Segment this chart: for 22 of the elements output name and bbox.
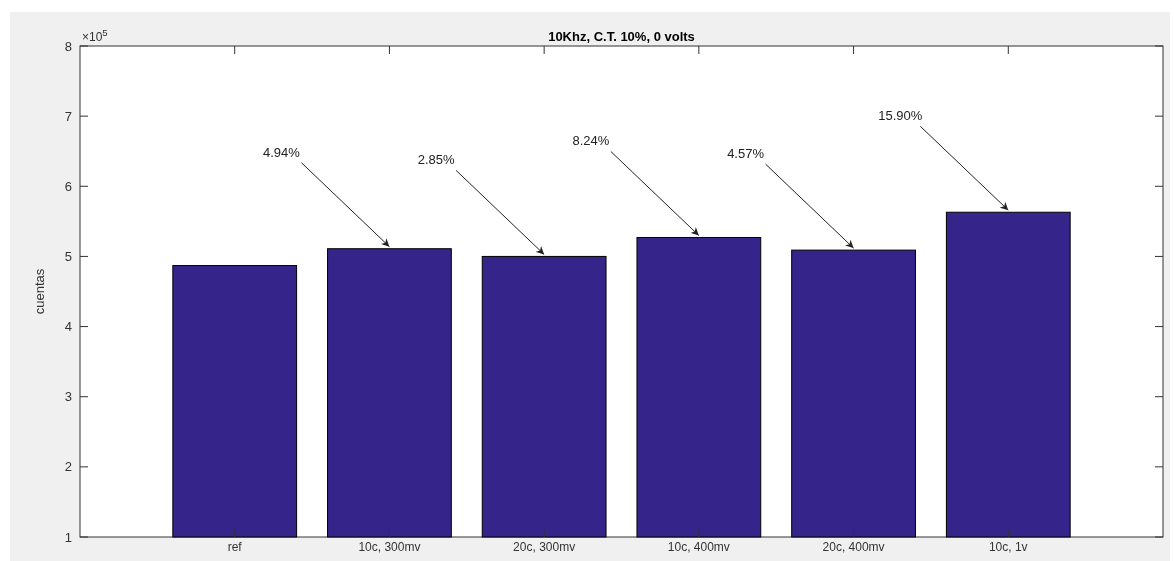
annotation: 8.24% (572, 133, 610, 149)
x-tick-label: 10c, 1v (988, 540, 1028, 554)
y-axis-title: cuentas (32, 268, 47, 315)
y-tick-label: 8 (64, 38, 72, 54)
y-tick-label: 4 (64, 319, 72, 335)
x-tick-label: 10c, 300mv (358, 540, 421, 554)
chart-title: 10Khz, C.T. 10%, 0 volts (548, 29, 695, 44)
text: ×10$^{5}$ (82, 26, 108, 44)
annotation: 4.94% (262, 144, 301, 160)
x-tick-label: 20c, 300mv (513, 540, 576, 554)
annotation: 15.90% (878, 108, 923, 124)
y-tick-label: 5 (64, 248, 72, 264)
y-tick-label: 6 (64, 178, 72, 194)
y-tick-label: 7 (64, 108, 72, 124)
x-tick-label: ref (227, 540, 243, 554)
annotation: 4.57% (727, 146, 765, 162)
y-tick-label: 1 (64, 529, 72, 545)
y-tick-label: 2 (64, 459, 72, 475)
y-tick-label: 3 (64, 389, 72, 405)
x-tick-label: 10c, 400mv (667, 540, 730, 554)
x-tick-label: 20c, 400mv (822, 540, 885, 554)
annotation: 2.85% (417, 152, 456, 168)
